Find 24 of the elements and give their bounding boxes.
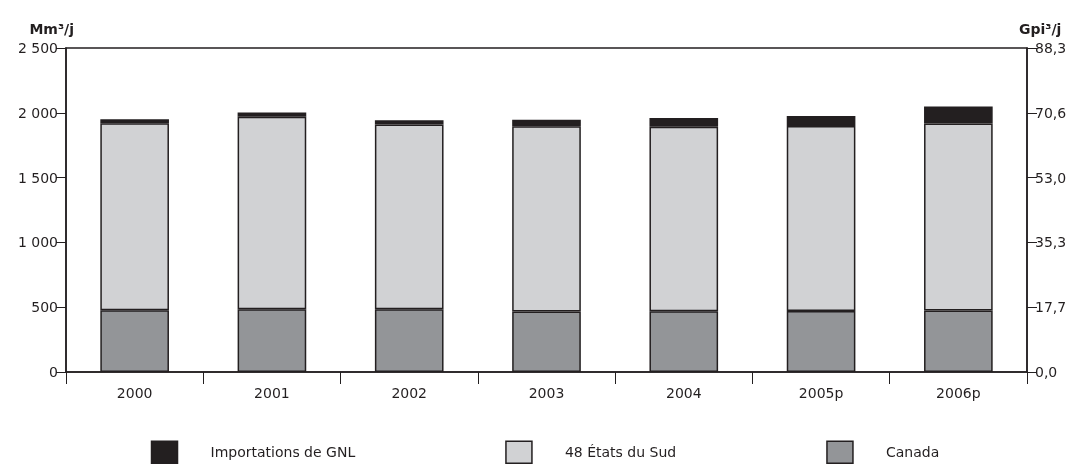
y2-axis-title: Gpi³/j	[1019, 21, 1062, 37]
x-tick-label: 2000	[116, 385, 153, 401]
x-tick-label: 2005p	[798, 385, 844, 401]
y-tick-label: 1 500	[17, 169, 58, 186]
legend-label: Importations de GNL	[210, 444, 356, 461]
y2-tick-label: 35,3	[1035, 234, 1067, 251]
y-tick-label: 500	[31, 299, 58, 316]
y-tick-label: 2 500	[17, 40, 58, 56]
y2-tick-label: 17,7	[1035, 299, 1067, 316]
y-tick-label: 2 000	[17, 104, 58, 121]
x-tick-label: 2004	[665, 385, 702, 401]
y2-tick-label: 0,0	[1035, 364, 1058, 380]
x-tick-label: 2003	[528, 385, 565, 401]
x-tick-label: 2006p	[936, 385, 981, 401]
x-tick-label: 2001	[254, 385, 290, 401]
legend-label: 48 États du Sud	[564, 444, 677, 461]
y-tick-label: 1 000	[17, 234, 58, 251]
y2-tick-label: 70,6	[1035, 104, 1067, 121]
y2-tick-label: 53,0	[1035, 169, 1067, 186]
x-tick-label: 2002	[391, 385, 428, 401]
legend-label: Canada	[885, 444, 940, 461]
y-tick-label: 0	[49, 364, 58, 380]
y-axis-title: Mm³/j	[29, 21, 74, 37]
y2-tick-label: 88,3	[1035, 40, 1067, 56]
